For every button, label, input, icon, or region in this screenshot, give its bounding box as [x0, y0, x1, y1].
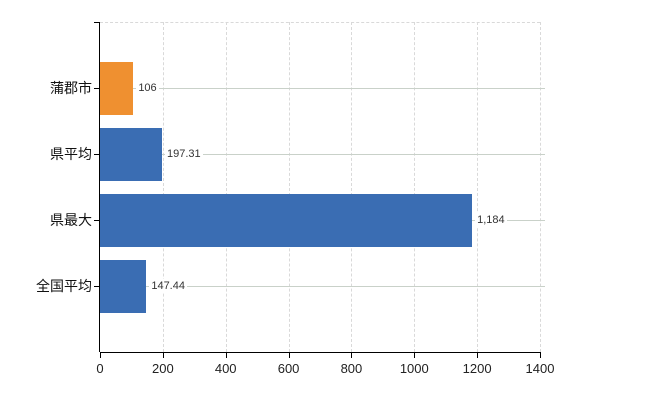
category-label: 蒲郡市: [50, 80, 92, 96]
category-label: 県最大: [50, 212, 92, 228]
x-tick-label: 800: [340, 361, 363, 376]
v-gridline: [414, 22, 416, 352]
bar-県平均: [100, 127, 162, 181]
value-label: 197.31: [165, 147, 203, 161]
x-tick: [351, 352, 353, 358]
x-tick: [414, 352, 416, 358]
x-tick: [225, 352, 227, 358]
x-tick-label: 0: [96, 361, 104, 376]
category-label: 県平均: [50, 146, 92, 162]
value-label: 106: [136, 81, 159, 95]
value-label: 147.44: [149, 279, 187, 293]
category-tick: [94, 220, 100, 221]
bar-県最大: [100, 193, 473, 247]
category-tick: [94, 154, 100, 155]
x-tick-label: 200: [151, 361, 174, 376]
x-axis-line: [100, 352, 541, 353]
y-axis-line: [99, 22, 100, 352]
v-gridline: [351, 22, 353, 352]
category-tick: [94, 286, 100, 287]
bar-蒲郡市: [100, 61, 134, 115]
x-tick-label: 1200: [462, 361, 492, 376]
v-gridline: [288, 22, 290, 352]
category-tick: [94, 22, 100, 23]
h-gridline: [100, 88, 545, 89]
x-tick: [288, 352, 290, 358]
h-gridline: [100, 154, 545, 155]
v-gridline: [477, 22, 479, 352]
x-tick: [540, 352, 541, 358]
x-tick: [100, 352, 101, 358]
v-gridline: [540, 22, 541, 352]
x-tick-label: 600: [277, 361, 300, 376]
category-tick: [94, 88, 100, 89]
value-label: 1,184: [475, 213, 507, 227]
v-gridline: [162, 22, 164, 352]
bar-全国平均: [100, 259, 147, 313]
x-tick: [477, 352, 479, 358]
x-tick-label: 400: [214, 361, 237, 376]
h-gridline: [100, 286, 545, 287]
x-tick: [162, 352, 164, 358]
x-tick-label: 1000: [399, 361, 429, 376]
plot-top-border: [100, 22, 540, 23]
x-tick-label: 1400: [525, 361, 555, 376]
v-gridline: [225, 22, 227, 352]
category-label: 全国平均: [36, 278, 92, 294]
